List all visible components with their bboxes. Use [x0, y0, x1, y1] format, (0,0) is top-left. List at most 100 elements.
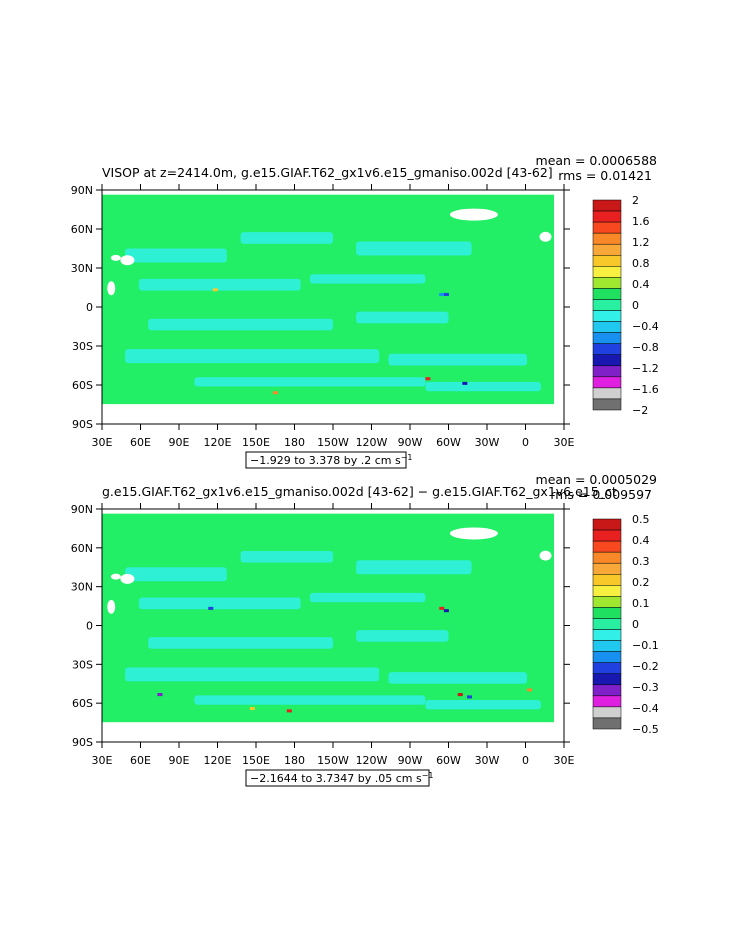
range-note: −2.1644 to 3.7347 by .05 cm s−1 — [250, 771, 434, 785]
colorbar-swatch — [592, 277, 622, 289]
colorbar-label: 0.1 — [632, 597, 650, 610]
anomaly-patch — [309, 274, 426, 284]
land-mask — [110, 254, 121, 261]
colorbar-swatch — [592, 299, 622, 311]
anomaly-patch — [125, 667, 380, 682]
x-tick-label: 180 — [284, 754, 305, 767]
speckle — [249, 707, 255, 711]
land-mask — [107, 599, 116, 614]
colorbar-swatch — [592, 618, 622, 630]
colorbar-swatch — [592, 529, 622, 542]
colorbar-swatch — [592, 288, 622, 300]
anomaly-patch — [138, 597, 301, 610]
anomaly-patch — [240, 550, 333, 563]
range-note-exponent: −1 — [422, 771, 434, 780]
colorbar-swatch — [592, 695, 622, 708]
land-mask — [539, 550, 552, 561]
y-tick-label: 30N — [71, 262, 93, 275]
anomaly-patch — [194, 377, 426, 387]
anomaly-patch — [388, 672, 528, 684]
colorbar-swatch — [592, 662, 622, 674]
anomaly-patch — [125, 248, 227, 263]
y-tick-label: 60S — [72, 379, 93, 392]
land-mask — [449, 208, 498, 221]
x-tick-label: 90E — [169, 754, 190, 767]
y-tick-label: 0 — [86, 620, 93, 633]
speckle — [462, 381, 468, 385]
range-note: −1.929 to 3.378 by .2 cm s−1 — [250, 453, 413, 467]
rms-stat: rms = 0.01421 — [558, 168, 652, 183]
y-tick-label: 90N — [71, 503, 93, 516]
anomaly-patch — [125, 567, 227, 582]
colorbar-swatch — [592, 255, 622, 267]
anomaly-patch — [425, 700, 541, 710]
colorbar-swatch — [592, 607, 622, 619]
chart-panel-2: 30E 60E 90E 120E 150E 180 150W 120W 90W 60W 30W 0 30… — [71, 472, 659, 787]
colorbar-swatch — [592, 310, 622, 322]
anomaly-patch — [356, 241, 472, 256]
colorbar-swatch — [592, 651, 622, 663]
colorbar-label: −2 — [632, 404, 648, 417]
speckle — [286, 709, 292, 713]
colorbar-label: 0.4 — [632, 534, 650, 547]
x-tick-label: 120W — [356, 754, 388, 767]
range-note-exponent: −1 — [401, 453, 413, 462]
mean-stat: mean = 0.0005029 — [536, 472, 658, 487]
colorbar-swatch — [592, 518, 622, 531]
x-tick-label: 120E — [204, 754, 232, 767]
land-mask — [107, 281, 116, 296]
chart-title: VISOP at z=2414.0m, g.e15.GIAF.T62_gx1v6… — [102, 165, 553, 180]
y-tick-label: 60N — [71, 542, 93, 555]
anomaly-patch — [240, 232, 333, 244]
x-tick-label: 30W — [475, 436, 500, 449]
colorbar-label: −0.3 — [632, 681, 659, 694]
anomaly-patch — [125, 349, 380, 364]
speckle — [272, 391, 278, 395]
x-tick-label: 30E — [92, 436, 113, 449]
y-tick-label: 90N — [71, 184, 93, 197]
x-tick-label: 120W — [356, 436, 388, 449]
land-mask — [120, 573, 135, 584]
anomaly-patch — [388, 353, 528, 366]
colorbar-swatch — [592, 365, 622, 378]
colorbar-label: 0.5 — [632, 513, 650, 526]
colorbar-label: 0 — [632, 618, 639, 631]
anomaly-patch — [148, 637, 333, 649]
y-tick-label: 30S — [72, 658, 93, 671]
y-tick-label: 0 — [86, 301, 93, 314]
colorbar-label: −1.2 — [632, 362, 659, 375]
colorbar-label: 0.8 — [632, 257, 650, 270]
y-tick-label: 30S — [72, 340, 93, 353]
ocean-field — [102, 194, 554, 405]
colorbar-swatch — [592, 596, 622, 608]
land-mask — [120, 255, 135, 266]
y-tick-label: 90S — [72, 736, 93, 749]
colorbar-swatch — [592, 562, 622, 575]
anomaly-patch — [194, 695, 426, 705]
colorbar-swatch — [592, 629, 622, 641]
colorbar-swatch — [592, 585, 622, 597]
anomaly-patch — [309, 592, 426, 603]
colorbar-swatch — [592, 343, 622, 355]
x-tick-label: 60E — [130, 754, 151, 767]
range-note-box — [245, 769, 430, 787]
colorbar-swatch — [592, 321, 622, 333]
anomaly-patch — [356, 560, 472, 575]
colorbar-label: −0.5 — [632, 723, 659, 736]
colorbar-swatch — [592, 354, 622, 367]
x-tick-label: 0 — [522, 436, 529, 449]
x-tick-label: 30E — [554, 754, 575, 767]
colorbar-label: −0.8 — [632, 341, 659, 354]
anomaly-patch — [148, 318, 333, 331]
x-tick-label: 30W — [475, 754, 500, 767]
rms-stat: rms = 0.009597 — [550, 487, 652, 502]
x-tick-label: 150W — [317, 436, 349, 449]
anomaly-patch — [356, 630, 449, 642]
ocean-field — [102, 513, 554, 723]
colorbar-swatch — [592, 232, 622, 245]
colorbar-swatch — [592, 221, 622, 234]
colorbar-swatch — [592, 540, 622, 553]
x-tick-label: 150E — [242, 436, 270, 449]
colorbar-swatch — [592, 673, 622, 686]
